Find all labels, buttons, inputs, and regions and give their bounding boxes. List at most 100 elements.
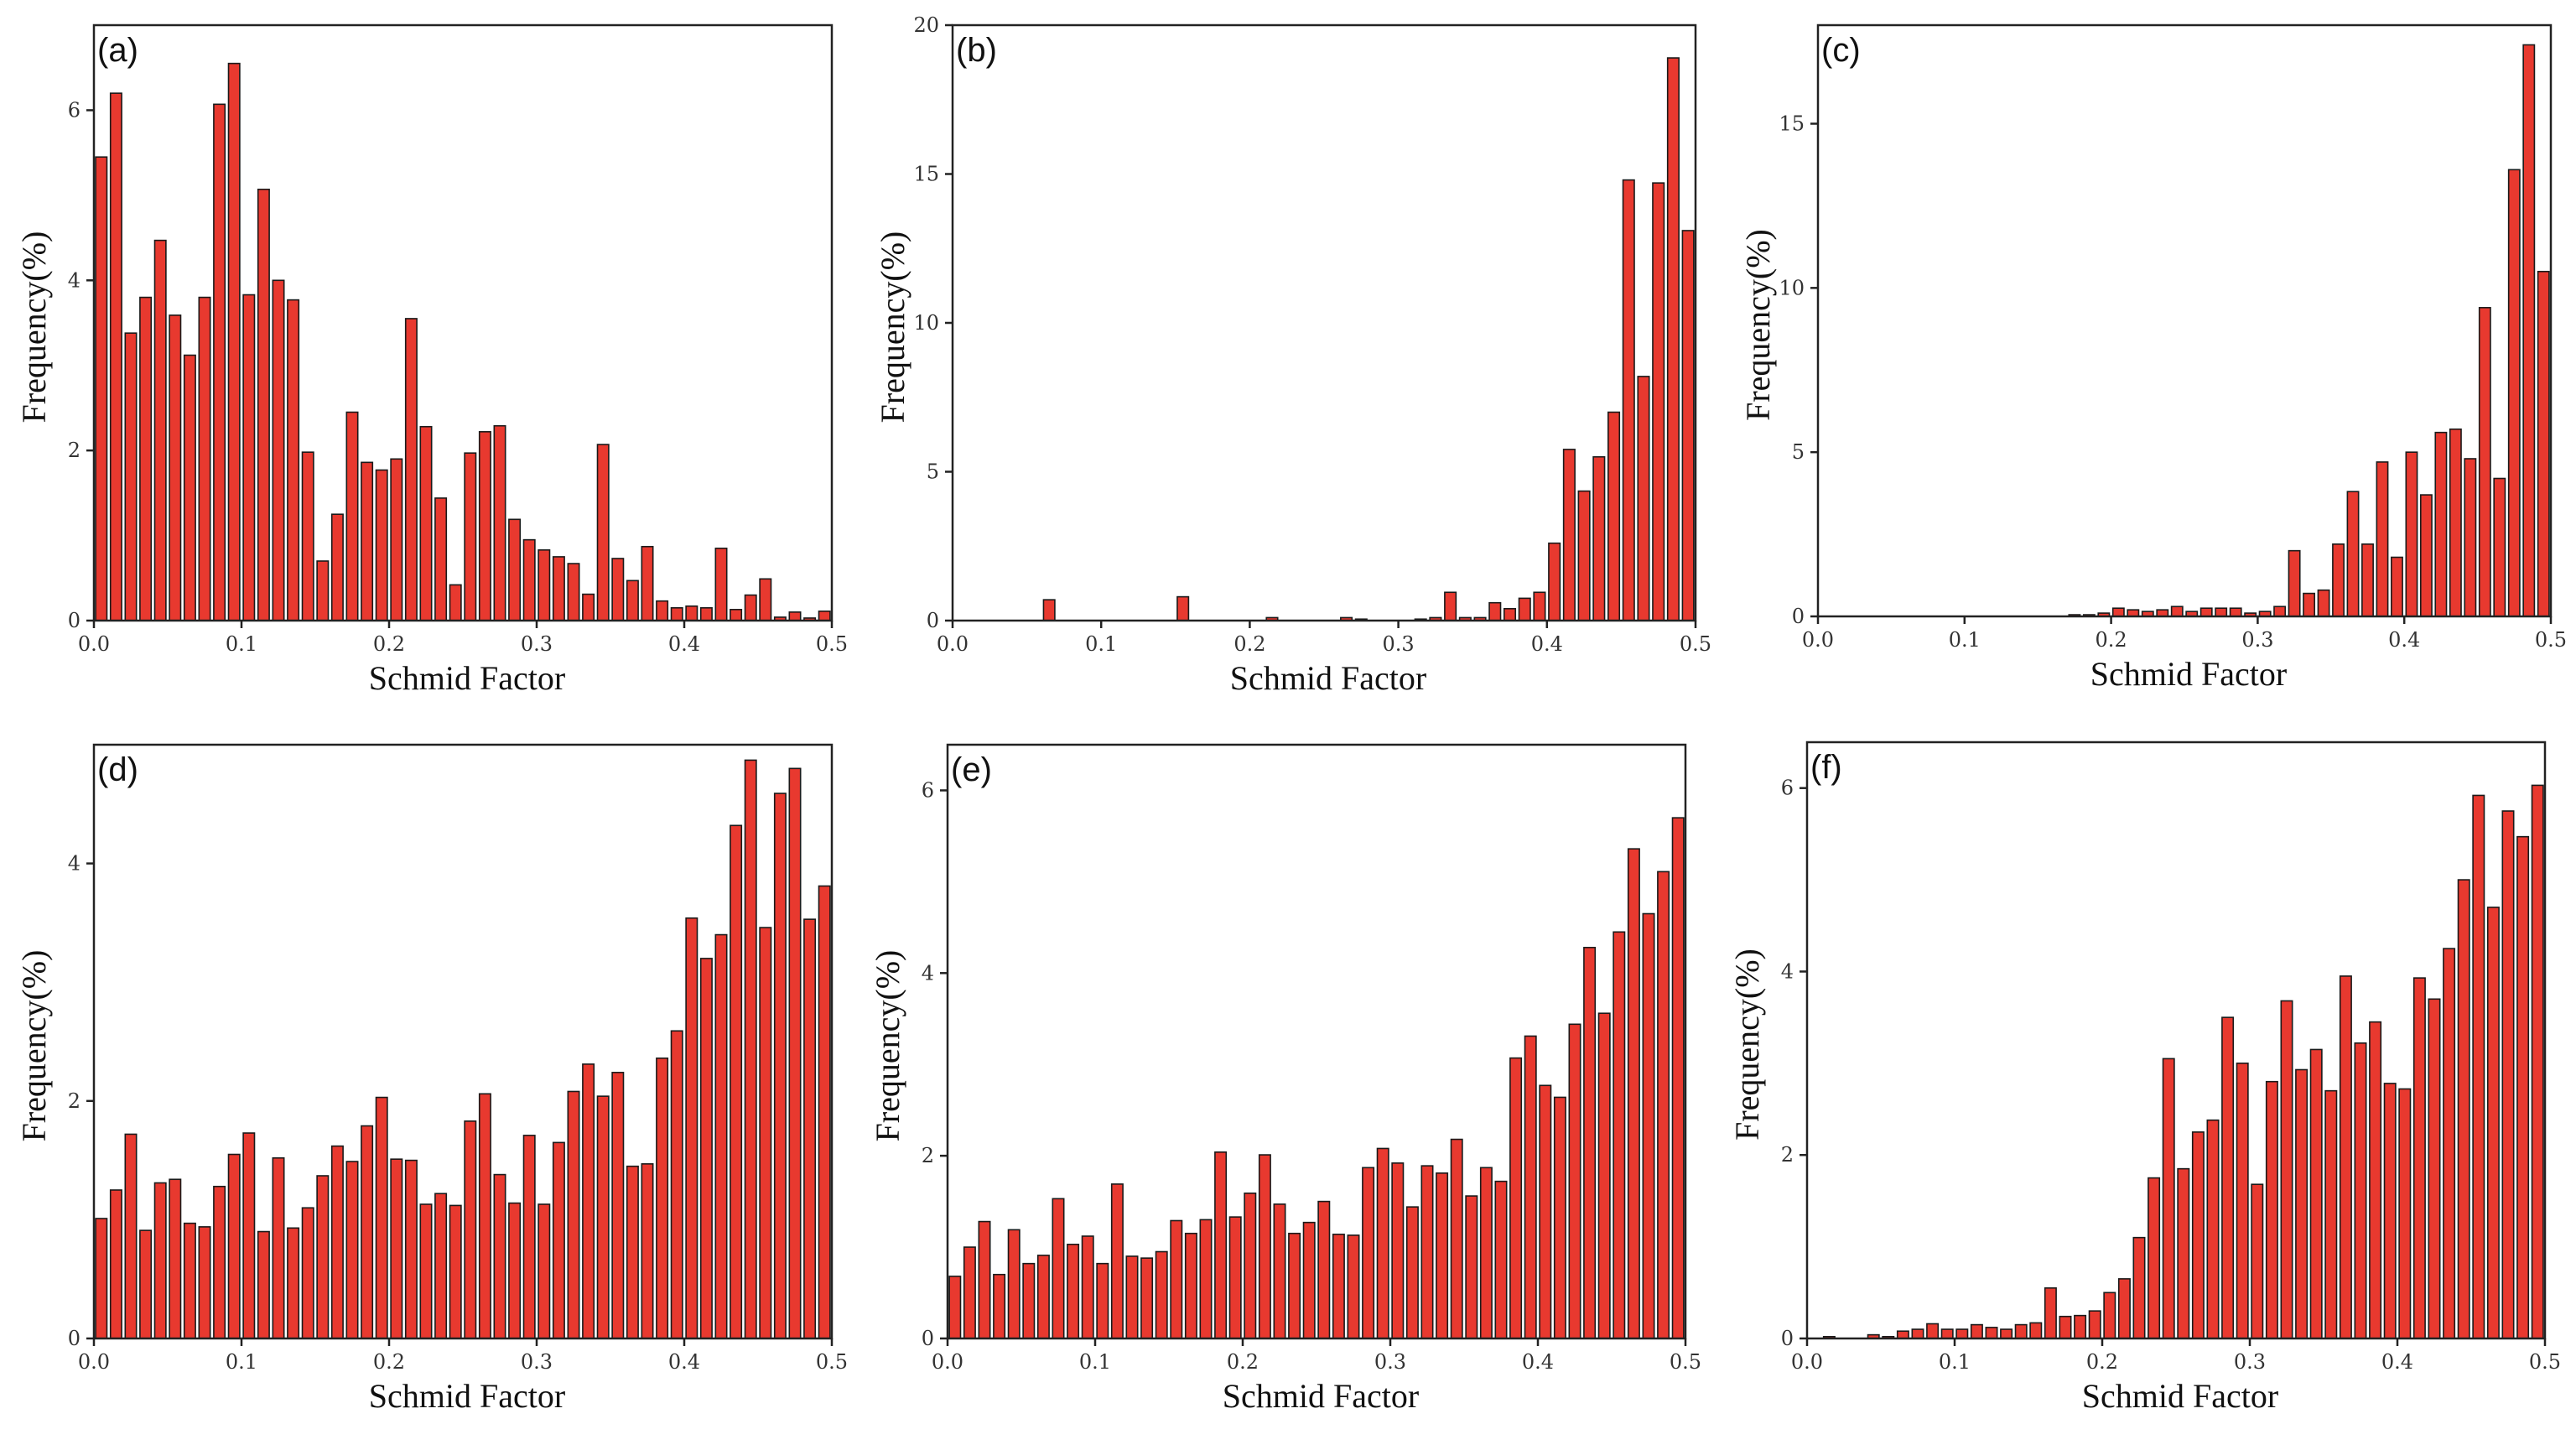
x-axis-title: Schmid Factor [1223, 1377, 1419, 1415]
bar [670, 1030, 683, 1339]
bar [1420, 1165, 1434, 1339]
bar [978, 1220, 991, 1339]
bar [2522, 44, 2536, 617]
bar [759, 578, 772, 621]
y-tick-label: 5 [927, 460, 939, 484]
bar [567, 1090, 580, 1339]
bar [2412, 977, 2426, 1339]
bar [1184, 1232, 1197, 1339]
panel-a: 0.0 0.1 0.2 0.3 0.4 0.5 0 2 4 6 Schmid Factor Frequ… [15, 23, 848, 697]
bar [993, 1273, 1006, 1339]
bar [1244, 1193, 1257, 1339]
panel-e: 0.0 0.1 0.2 0.3 0.4 0.5 0 2 4 6 Schmid Factor Frequ… [869, 743, 1701, 1415]
bar [1273, 1203, 1286, 1339]
bar [2111, 607, 2125, 617]
x-tick-label: 0.5 [2529, 1350, 2561, 1374]
bar [1140, 1257, 1154, 1339]
bar [656, 1058, 669, 1339]
bar [2478, 307, 2491, 617]
panel-c: 0.0 0.1 0.2 0.3 0.4 0.5 0 5 10 15 Schmid Factor Fre… [1739, 23, 2567, 693]
x-tick-label: 0.3 [521, 632, 553, 656]
y-tick-label: 0 [1792, 605, 1805, 628]
bar [2148, 1177, 2161, 1339]
bar [818, 885, 831, 1339]
bar [2434, 431, 2448, 617]
bar [2088, 1310, 2101, 1339]
y-tick-label: 10 [913, 311, 939, 335]
bar [1488, 601, 1502, 621]
bar [419, 425, 433, 621]
bar [361, 1125, 374, 1339]
bar [1518, 597, 1531, 621]
bar [345, 411, 359, 621]
bar [2428, 998, 2441, 1339]
bar [1125, 1255, 1139, 1339]
bar [744, 594, 757, 621]
plot-frame [946, 743, 1687, 1340]
panel-label: (d) [97, 751, 138, 788]
bar [1657, 871, 1670, 1339]
bar [449, 1204, 462, 1339]
bar [1110, 1183, 1124, 1339]
bar [744, 759, 757, 1339]
bar [2419, 494, 2433, 617]
bar [287, 1227, 300, 1339]
bar [1176, 595, 1190, 621]
bar [434, 497, 448, 621]
panel-label: (e) [951, 751, 992, 788]
bar [552, 1141, 565, 1339]
bar [2531, 784, 2544, 1339]
bar [2537, 270, 2550, 617]
y-axis-title: Frequency(%) [1728, 948, 1766, 1141]
bar [1022, 1262, 1036, 1339]
bar [198, 1226, 211, 1339]
bar [2391, 556, 2403, 617]
x-tick-label: 0.5 [2535, 628, 2567, 652]
x-tick-label: 0.2 [2086, 1350, 2118, 1374]
bar [227, 1153, 241, 1339]
bar [2354, 1042, 2367, 1339]
bar [1955, 1328, 1969, 1339]
bar [153, 1182, 167, 1339]
bar [1524, 1035, 1537, 1339]
bar [1503, 607, 1517, 621]
bar [2309, 1048, 2323, 1339]
bar [1577, 490, 1591, 621]
y-tick-label: 20 [913, 13, 939, 37]
bar [272, 1156, 285, 1339]
bar [2398, 1088, 2412, 1339]
x-tick-label: 0.4 [1522, 1350, 1554, 1374]
bar [2346, 491, 2360, 617]
x-tick-label: 0.4 [1531, 632, 1563, 656]
bar [434, 1193, 448, 1339]
bar [493, 424, 506, 621]
bar [1036, 1255, 1050, 1339]
x-tick-label: 0.4 [668, 1350, 700, 1374]
bar [1652, 182, 1665, 621]
bar [287, 299, 300, 621]
bar [699, 958, 713, 1339]
bar [685, 917, 699, 1339]
bar [2215, 607, 2228, 617]
bar [2501, 810, 2515, 1339]
bar [109, 1189, 122, 1339]
bar [2472, 794, 2485, 1339]
bar [1450, 1138, 1463, 1339]
bar [2059, 1315, 2072, 1339]
bar [656, 600, 669, 621]
bar [1405, 1206, 1419, 1339]
bar [2361, 543, 2374, 617]
bar [404, 1159, 418, 1339]
bar [272, 279, 285, 621]
x-tick-label: 0.5 [816, 1350, 848, 1374]
bar [582, 593, 595, 621]
y-tick-label: 15 [913, 163, 939, 186]
bar [1562, 449, 1576, 621]
y-tick-label: 0 [1781, 1327, 1794, 1350]
bar [2029, 1322, 2043, 1339]
y-tick-label: 0 [927, 609, 939, 632]
bar [2383, 1083, 2397, 1339]
bar [1444, 591, 1457, 621]
bar [2236, 1063, 2249, 1339]
bar [508, 518, 522, 621]
